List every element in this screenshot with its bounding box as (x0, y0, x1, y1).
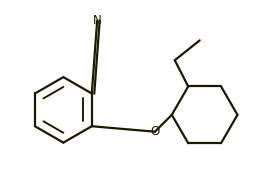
Text: O: O (150, 125, 159, 138)
Text: N: N (93, 14, 101, 27)
